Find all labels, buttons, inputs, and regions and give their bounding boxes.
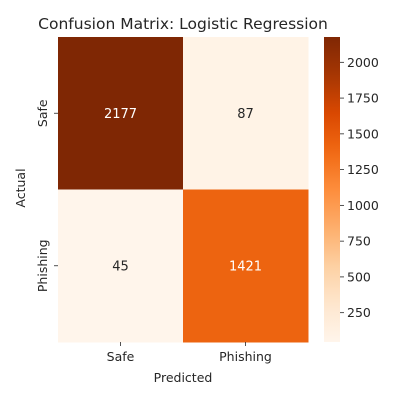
y-axis-ticks: Safe Phishing xyxy=(35,99,58,292)
chart-title: Confusion Matrix: Logistic Regression xyxy=(38,15,328,33)
heatmap-cells: 2177 87 45 1421 xyxy=(58,37,309,343)
colorbar-tick-label: 1750 xyxy=(347,91,379,106)
cell-value-label: 45 xyxy=(112,259,129,274)
x-tick-label: Safe xyxy=(107,349,135,364)
cell-value-label: 87 xyxy=(237,107,254,122)
x-tick-label: Phishing xyxy=(219,349,272,364)
colorbar-tick-label: 500 xyxy=(347,269,371,284)
colorbar-tick-label: 1250 xyxy=(347,162,379,177)
colorbar-tick-label: 250 xyxy=(347,305,371,320)
colorbar-tick-label: 2000 xyxy=(347,55,379,70)
colorbar-tick-label: 750 xyxy=(347,234,371,249)
x-axis-ticks: Safe Phishing xyxy=(107,342,272,364)
colorbar-tick-label: 1500 xyxy=(347,126,379,141)
x-axis-label: Predicted xyxy=(154,370,213,385)
y-tick-label: Phishing xyxy=(35,239,50,292)
colorbar xyxy=(324,37,340,342)
y-axis-label: Actual xyxy=(13,168,28,207)
cell-value-label: 2177 xyxy=(104,107,137,122)
colorbar-ticks: 250 500 750 1000 1250 1500 1750 2000 xyxy=(340,55,379,320)
colorbar-tick-label: 1000 xyxy=(347,198,379,213)
cell-value-label: 1421 xyxy=(229,259,262,274)
y-tick-label: Safe xyxy=(35,99,50,127)
